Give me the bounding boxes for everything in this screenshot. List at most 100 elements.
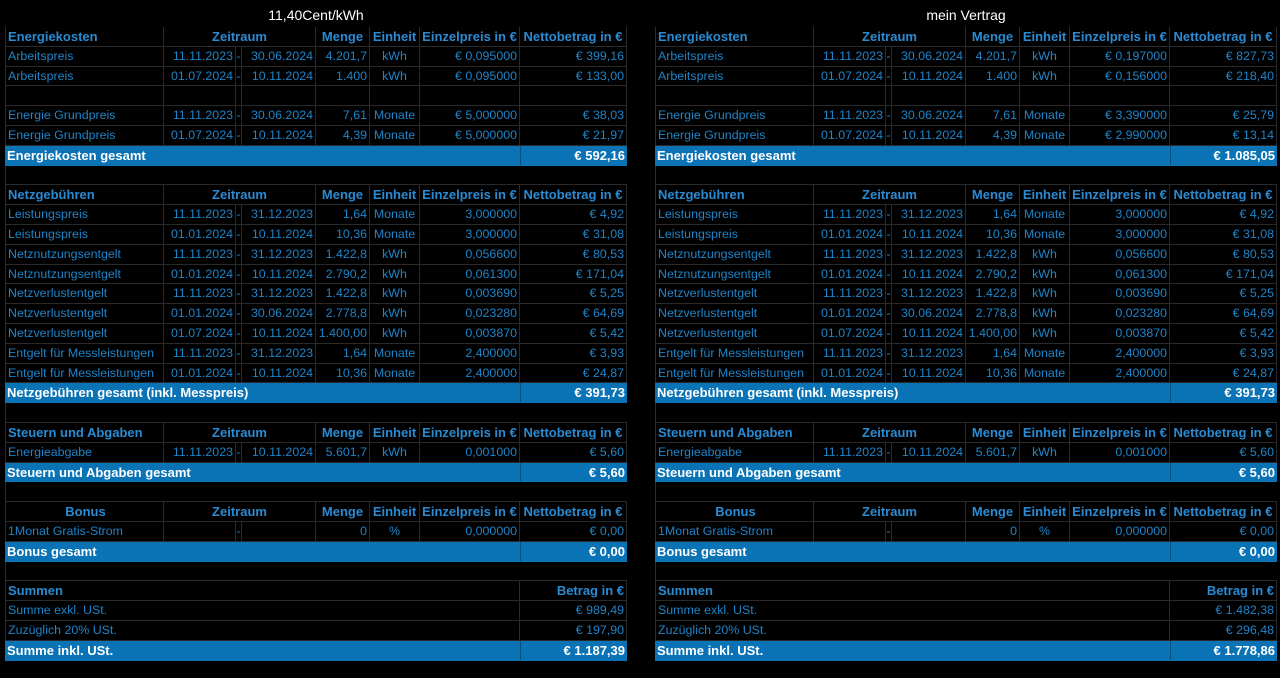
total-label: Bonus gesamt <box>7 543 97 559</box>
period-dash: - <box>236 46 242 66</box>
position-name: Netzverlustentgelt <box>5 304 164 323</box>
net-amount: € 133,00 <box>520 66 627 86</box>
unit: kWh <box>370 66 420 86</box>
sum-value: € 296,48 <box>1170 620 1277 640</box>
position-name: Netznutzungsentgelt <box>5 244 164 264</box>
net-amount: € 25,79 <box>1170 106 1277 125</box>
section-total-netz: Netzgebühren gesamt (inkl. Messpreis) € 3… <box>5 383 627 404</box>
quantity: 1.422,8 <box>316 284 370 304</box>
period-start: 11.11.2023 <box>164 244 236 264</box>
unit: Monate <box>1020 205 1070 224</box>
unit: kWh <box>1020 284 1070 304</box>
cost-table: Energiekosten Zeitraum Menge Einheit Einzelp… <box>5 27 627 661</box>
position-name: Leistungspreis <box>655 205 814 224</box>
net-amount: € 5,42 <box>520 323 627 343</box>
quantity: 0 <box>966 521 1020 541</box>
period-start: 01.07.2024 <box>164 323 236 343</box>
unit-price: 0,000000 <box>1070 521 1170 541</box>
unit: kWh <box>1020 244 1070 264</box>
period-start: 01.01.2024 <box>814 363 886 383</box>
period-start: 11.11.2023 <box>164 106 236 125</box>
unit: kWh <box>1020 66 1070 86</box>
col-header-einheit: Einheit <box>370 502 420 521</box>
net-amount: € 31,08 <box>1170 224 1277 244</box>
col-header-menge: Menge <box>316 185 370 205</box>
period-dash: - <box>886 521 892 541</box>
col-header-einheit: Einheit <box>370 422 420 442</box>
unit: kWh <box>370 284 420 304</box>
period-dash: - <box>236 442 242 462</box>
spacer-row <box>655 482 1277 503</box>
section-total-energie: Energiekosten gesamt € 592,16 <box>5 145 627 166</box>
position-name: Energie Grundpreis <box>655 125 814 145</box>
col-header-menge: Menge <box>316 27 370 46</box>
col-header-name: Netzgebühren <box>655 185 814 205</box>
col-header-name: Steuern und Abgaben <box>5 422 164 442</box>
unit: kWh <box>370 264 420 284</box>
col-header-zeitraum: Zeitraum <box>814 27 966 46</box>
table-row: Energieabgabe 11.11.2023-10.11.2024 5.601,… <box>5 442 627 463</box>
spacer-row <box>5 165 627 186</box>
period-dash: - <box>886 244 892 264</box>
position-name: Leistungspreis <box>5 205 164 224</box>
table-row: Entgelt für Messleistungen 11.11.2023-31.… <box>655 343 1277 364</box>
period-dash: - <box>886 343 892 363</box>
quantity: 5.601,7 <box>316 442 370 462</box>
position-name: Netzverlustentgelt <box>655 323 814 343</box>
unit: kWh <box>370 304 420 323</box>
quantity: 4,39 <box>966 125 1020 145</box>
table-row: 1Monat Gratis-Strom - 0% 0,000000 € 0,00 <box>655 521 1277 542</box>
unit: Monate <box>370 106 420 125</box>
total-label: Energiekosten gesamt <box>7 147 146 163</box>
col-header-preis: Einzelpreis in € <box>1070 185 1170 205</box>
quantity: 1.400 <box>966 66 1020 86</box>
unit: kWh <box>1020 264 1070 284</box>
period-end: 10.11.2024 <box>242 264 316 284</box>
period-dash: - <box>236 363 242 383</box>
period-dash: - <box>886 284 892 304</box>
quantity: 2.790,2 <box>966 264 1020 284</box>
col-header-preis: Einzelpreis in € <box>1070 27 1170 46</box>
panel-title: mein Vertrag <box>926 7 1006 23</box>
tariff-panel-right: mein Vertrag Energiekosten Zeitraum Menge E… <box>655 0 1277 661</box>
period-end: 31.12.2023 <box>892 244 966 264</box>
unit-price: 0,003690 <box>420 284 520 304</box>
spacer-row <box>5 561 627 582</box>
table-row: Netznutzungsentgelt 11.11.2023-31.12.2023… <box>5 244 627 265</box>
col-header-netto: Nettobetrag in € <box>520 502 627 521</box>
quantity <box>316 86 370 106</box>
unit: % <box>370 521 420 541</box>
period-start: 11.11.2023 <box>814 343 886 363</box>
period-end: 30.06.2024 <box>242 106 316 125</box>
table-row: Netzverlustentgelt 11.11.2023-31.12.2023 1… <box>5 284 627 305</box>
period-start: 11.11.2023 <box>814 284 886 304</box>
unit-price: € 5,000000 <box>420 125 520 145</box>
table-row: Energieabgabe 11.11.2023-10.11.2024 5.601,… <box>655 442 1277 463</box>
quantity: 1.422,8 <box>966 244 1020 264</box>
net-amount: € 3,93 <box>520 343 627 363</box>
period-start: 01.01.2024 <box>814 264 886 284</box>
col-header-netto: Nettobetrag in € <box>520 185 627 205</box>
quantity: 2.778,8 <box>316 304 370 323</box>
table-row: Energie Grundpreis 01.07.2024-10.11.2024 4… <box>5 125 627 146</box>
col-header-name: Netzgebühren <box>5 185 164 205</box>
unit-price: € 0,197000 <box>1070 46 1170 66</box>
spacer-row <box>655 561 1277 582</box>
col-header-netto: Nettobetrag in € <box>1170 185 1277 205</box>
section-header-netz: Netzgebühren Zeitraum Menge Einheit Einzelpr… <box>5 185 627 206</box>
period-end <box>242 86 316 106</box>
col-header-preis: Einzelpreis in € <box>1070 422 1170 442</box>
position-name: Netznutzungsentgelt <box>655 264 814 284</box>
period-dash: - <box>236 106 242 125</box>
period-dash: - <box>886 46 892 66</box>
quantity: 7,61 <box>966 106 1020 125</box>
col-header-zeitraum: Zeitraum <box>814 422 966 442</box>
unit <box>370 86 420 106</box>
net-amount: € 171,04 <box>520 264 627 284</box>
period-start: 11.11.2023 <box>814 442 886 462</box>
table-row: Energie Grundpreis 01.07.2024-10.11.2024 4… <box>655 125 1277 146</box>
col-header-netto: Nettobetrag in € <box>520 422 627 442</box>
table-row <box>5 86 627 107</box>
period-start: 01.01.2024 <box>164 363 236 383</box>
total-label: Bonus gesamt <box>657 543 747 559</box>
